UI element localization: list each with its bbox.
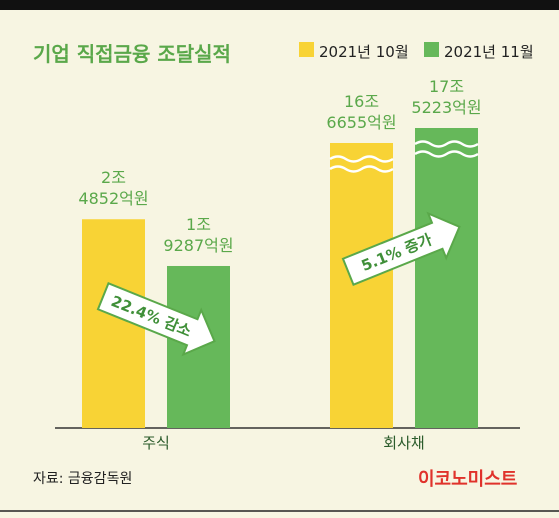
- legend-label: 2021년 10월: [319, 43, 409, 61]
- x-tick-label: 주식: [142, 434, 170, 452]
- data-label: 16조 6655억원: [326, 92, 397, 132]
- arrow-shape: [96, 281, 216, 357]
- axis-break: [329, 155, 394, 163]
- axis-break: [329, 165, 394, 173]
- data-label: 17조 5223억원: [411, 77, 482, 117]
- legend-swatch: [424, 42, 439, 57]
- data-label: 1조 9287억원: [163, 214, 234, 255]
- bar: [330, 143, 393, 428]
- bar: [415, 128, 478, 428]
- axis-break: [414, 140, 479, 148]
- source: 자료: 금융감독원: [33, 471, 133, 487]
- chart-title: 기업 직접금융 조달실적: [33, 42, 231, 66]
- legend-label: 2021년 11월: [444, 43, 534, 61]
- axis-break: [414, 150, 479, 158]
- data-label: 2조 4852억원: [78, 168, 149, 209]
- legend-swatch: [299, 42, 314, 57]
- x-tick-label: 회사채: [383, 434, 425, 452]
- top-band: [0, 0, 559, 10]
- brand: 이코노미스트: [418, 469, 518, 490]
- arrow-shape: [341, 211, 461, 287]
